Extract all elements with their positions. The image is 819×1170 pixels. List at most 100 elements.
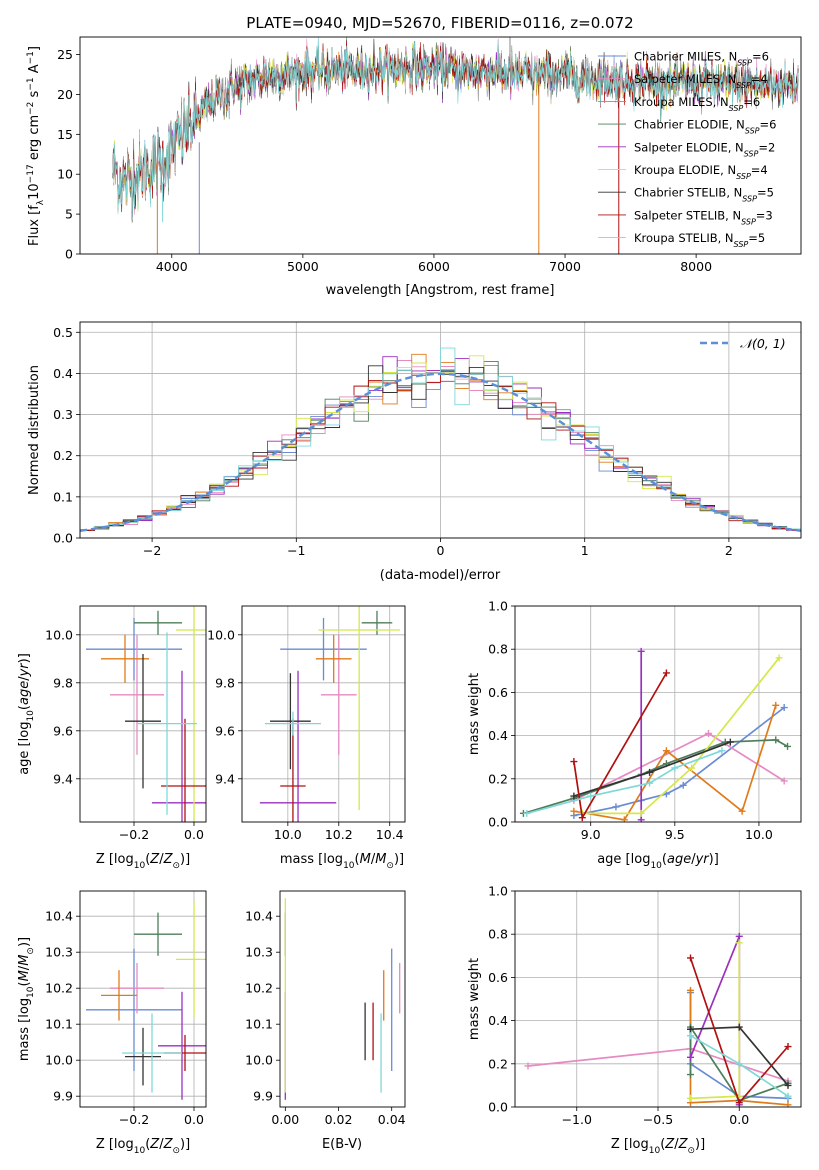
legend-entry: Chabrier ELODIE, NSSP=6	[634, 118, 776, 136]
y-tick-label: 0.8	[488, 642, 508, 657]
legend-count: =5	[748, 231, 765, 245]
normal-curve	[80, 372, 801, 532]
weight-marker	[524, 1062, 532, 1070]
label-part: Z	[149, 1137, 160, 1152]
legend-text: Kroupa MILES, N	[634, 95, 729, 109]
age-vs-mass-plot	[242, 606, 405, 822]
weight-marker	[780, 777, 788, 785]
label-part: )]	[17, 653, 32, 663]
label-part: 10	[134, 1146, 146, 1156]
histogram-step	[80, 347, 801, 533]
legend-text: Salpeter ELODIE, N	[634, 140, 744, 154]
legend-text: Salpeter STELIB, N	[634, 208, 741, 222]
weight-line	[523, 739, 788, 815]
x-tick-label: 5000	[287, 259, 319, 274]
y-tick-label: 9.9	[253, 1089, 273, 1104]
legend-sub: SSP	[729, 103, 744, 112]
label-part: /	[691, 852, 696, 867]
y-tick-label: 10.4	[245, 909, 273, 924]
x-tick-label: 0.0	[184, 1112, 204, 1127]
label-part: 10	[26, 986, 36, 998]
weight-marker	[687, 1032, 694, 1040]
legend-text: Chabrier ELODIE, N	[634, 118, 745, 132]
mass-vs-ebv-frame	[279, 890, 406, 1108]
label-part: ]	[27, 46, 42, 51]
y-tick-label: 0.2	[488, 1056, 508, 1071]
x-axis-label: Z [log10(Z/Z⊙)]	[96, 852, 190, 871]
label-part: ⊙	[172, 861, 180, 871]
label-part: −17	[26, 164, 36, 183]
residuals-plot	[80, 322, 801, 538]
label-part: /	[159, 852, 164, 867]
y-tick-label: 9.6	[215, 723, 235, 738]
label-part: /	[674, 1137, 679, 1152]
weight-vs-Z-frame	[514, 890, 802, 1108]
label-part: erg cm	[27, 115, 42, 164]
weight-marker	[671, 764, 679, 772]
gridlines	[515, 891, 801, 1107]
y-tick-label: 0.6	[488, 685, 508, 700]
model-spectrum	[112, 37, 799, 220]
x-tick-label: 10.2	[325, 827, 353, 842]
weight-marker	[523, 809, 531, 817]
y-tick-label: 0.2	[53, 448, 73, 463]
y-tick-label: 0.4	[488, 728, 508, 743]
weight-vs-age-frame	[514, 605, 802, 823]
label-part: −1	[26, 51, 36, 64]
x-axis-label: Z [log10(Z/Z⊙)]	[96, 1137, 190, 1156]
weight-marker	[578, 814, 586, 822]
y-tick-label: 0.0	[488, 815, 508, 830]
label-part: )]	[709, 852, 719, 867]
legend-sub: SSP	[742, 194, 757, 203]
y-axis-label: mass weight	[467, 673, 482, 755]
weight-marker	[662, 747, 670, 755]
y-axis-label: Normed distribution	[27, 365, 42, 495]
legend-entry: Salpeter MILES, NSSP=4	[634, 72, 768, 90]
spectrum-plot	[112, 37, 799, 254]
weight-marker	[570, 807, 578, 815]
y-tick-label: 10.3	[45, 945, 73, 960]
x-tick-label: −2	[143, 543, 161, 558]
y-tick-label: 10.0	[245, 1053, 273, 1068]
label-part: 10	[27, 183, 42, 200]
label-part: (	[660, 1137, 665, 1152]
x-tick-label: −0.2	[119, 1112, 149, 1127]
label-part: (	[145, 852, 150, 867]
label-part: Flux [f	[27, 205, 42, 246]
weight-marker	[646, 768, 654, 776]
legend-sub: SSP	[736, 172, 751, 181]
label-part: Z	[678, 1137, 689, 1152]
label-part: Z [log	[96, 1137, 134, 1152]
label-part: −1	[26, 77, 36, 90]
x-tick-label: 0.04	[378, 1112, 406, 1127]
label-part: )]	[180, 852, 190, 867]
legend-entry: Chabrier STELIB, NSSP=5	[634, 186, 774, 204]
age-vs-mass-axes: 10.0 10.2 10.4 9.4 9.6 9.8 10.0	[207, 605, 406, 842]
y-tick-label: 0.2	[488, 771, 508, 786]
weight-marker	[735, 1099, 743, 1107]
label-part: Z	[163, 852, 174, 867]
weight-marker	[726, 738, 734, 746]
weight-vs-age-plot	[515, 606, 801, 822]
label-part: M	[17, 955, 32, 966]
gridlines	[515, 606, 801, 822]
label-part: Z [log	[96, 852, 134, 867]
legend-count: =6	[752, 50, 769, 64]
y-tick-label: 10.1	[45, 1017, 73, 1032]
y-tick-label: 10	[57, 167, 73, 182]
weight-marker	[772, 701, 780, 709]
x-tick-label: 9.0	[581, 827, 601, 842]
y-tick-label: 9.8	[215, 675, 235, 690]
legend-sub: SSP	[745, 126, 760, 135]
weight-marker	[587, 792, 595, 800]
legend-entry: 𝒩(0, 1)	[740, 336, 786, 351]
legend-sub: SSP	[736, 81, 751, 90]
weight-marker	[679, 781, 687, 789]
weight-marker	[620, 816, 628, 822]
spectrum-frame	[79, 36, 802, 255]
age-vs-Z-axes: −0.2 0.0 9.4 9.6 9.8 10.0	[45, 605, 207, 842]
label-part: yr	[17, 662, 32, 678]
x-tick-label: −0.2	[119, 827, 149, 842]
weight-marker	[735, 1023, 743, 1031]
label-part: )]	[695, 1137, 705, 1152]
